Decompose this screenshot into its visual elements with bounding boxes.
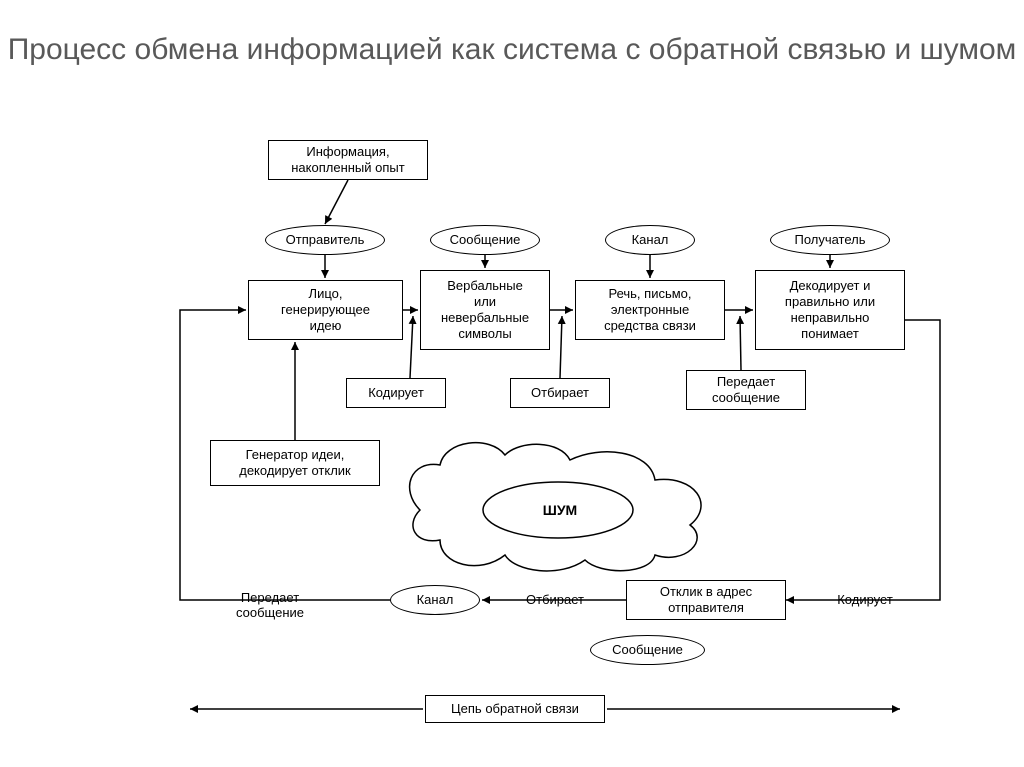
ellipse-receiver: Получатель xyxy=(770,225,890,255)
box-response: Отклик в адресотправителя xyxy=(626,580,786,620)
ellipse-message1: Сообщение xyxy=(430,225,540,255)
page-title: Процесс обмена информацией как система с… xyxy=(0,30,1024,69)
box-info: Информация,накопленный опыт xyxy=(268,140,428,180)
ellipse-channel2: Канал xyxy=(390,585,480,615)
box-selects: Отбирает xyxy=(510,378,610,408)
box-transmits: Передаетсообщение xyxy=(686,370,806,410)
ellipse-sender: Отправитель xyxy=(265,225,385,255)
box-media: Речь, письмо,электронныесредства связи xyxy=(575,280,725,340)
label-transmit-msg: Передаетсообщение xyxy=(215,590,325,620)
box-feedback-chain: Цепь обратной связи xyxy=(425,695,605,723)
noise-label: ШУМ xyxy=(530,502,590,518)
box-symbols: Вербальныеилиневербальныесимволы xyxy=(420,270,550,350)
ellipse-channel1: Канал xyxy=(605,225,695,255)
box-encodes: Кодирует xyxy=(346,378,446,408)
box-decode: Декодирует иправильно илинеправильнопони… xyxy=(755,270,905,350)
box-person: Лицо,генерирующееидею xyxy=(248,280,403,340)
label-selects2: Отбирает xyxy=(510,592,600,607)
box-generator: Генератор идеи,декодирует отклик xyxy=(210,440,380,486)
label-encodes2: Кодирует xyxy=(820,592,910,607)
ellipse-message2: Сообщение xyxy=(590,635,705,665)
